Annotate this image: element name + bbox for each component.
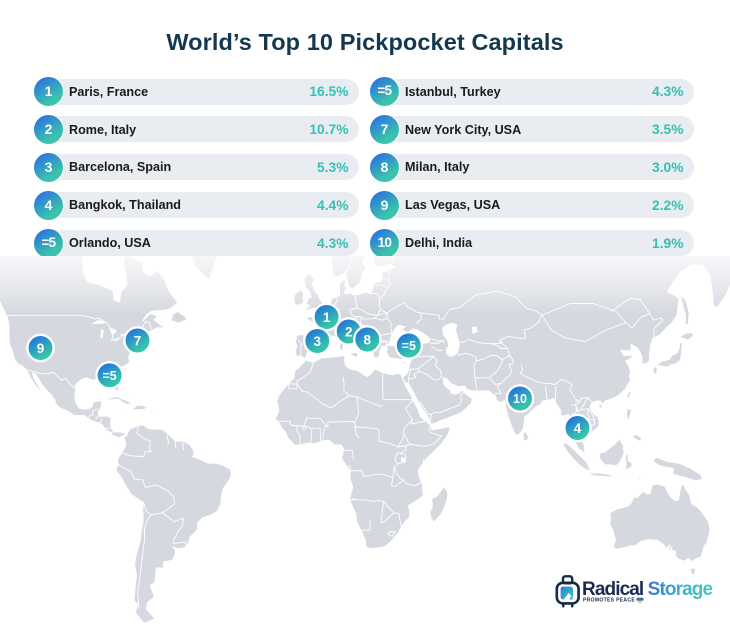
svg-text:7: 7 [134,334,142,349]
svg-text:=5: =5 [402,339,416,353]
svg-text:9: 9 [37,341,45,356]
svg-text:=5: =5 [102,369,116,383]
svg-text:8: 8 [364,333,372,348]
svg-text:3: 3 [314,334,322,349]
svg-text:4: 4 [574,421,582,436]
svg-text:2: 2 [345,325,353,340]
svg-text:10: 10 [513,392,527,406]
svg-text:1: 1 [323,310,331,325]
